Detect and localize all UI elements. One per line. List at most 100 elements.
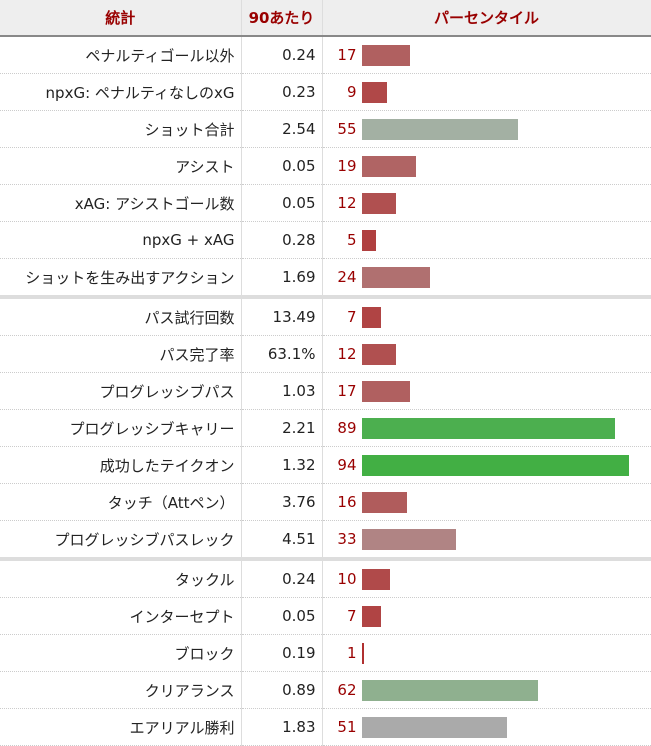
percentile-value: 7 bbox=[346, 607, 357, 625]
percentile-bar bbox=[361, 155, 416, 177]
percentile-value: 17 bbox=[337, 382, 357, 400]
percentile-cell: 62 bbox=[322, 671, 651, 709]
per90-value: 0.05 bbox=[241, 147, 323, 185]
stat-name: ショットを生み出すアクション bbox=[0, 258, 242, 299]
percentile-cell: 16 bbox=[322, 483, 651, 521]
per90-value: 2.21 bbox=[241, 409, 323, 447]
percentile-value: 16 bbox=[337, 493, 357, 511]
percentile-cell: 89 bbox=[322, 409, 651, 447]
percentile-value: 5 bbox=[346, 231, 357, 249]
percentile-value: 19 bbox=[337, 157, 357, 175]
stat-name: npxG: ペナルティなしのxG bbox=[0, 73, 242, 111]
table-row: ショット合計 2.54 55 bbox=[0, 110, 651, 148]
percentile-bar bbox=[361, 229, 376, 251]
stat-name: プログレッシブキャリー bbox=[0, 409, 242, 447]
stat-name: 成功したテイクオン bbox=[0, 446, 242, 484]
percentile-cell: 12 bbox=[322, 184, 651, 222]
header-per90[interactable]: 90あたり bbox=[241, 0, 323, 37]
percentile-bar bbox=[361, 306, 382, 328]
table-row: プログレッシブキャリー 2.21 89 bbox=[0, 409, 651, 447]
percentile-bar bbox=[361, 679, 539, 701]
percentile-cell: 55 bbox=[322, 110, 651, 148]
percentile-bar bbox=[361, 343, 396, 365]
percentile-bar bbox=[361, 716, 507, 738]
stat-name: プログレッシブパス bbox=[0, 372, 242, 410]
stat-name: エアリアル勝利 bbox=[0, 708, 242, 746]
stat-name: ペナルティゴール以外 bbox=[0, 36, 242, 74]
percentile-cell: 7 bbox=[322, 597, 651, 635]
percentile-cell: 17 bbox=[322, 36, 651, 74]
header-percentile[interactable]: パーセンタイル bbox=[322, 0, 651, 37]
per90-value: 3.76 bbox=[241, 483, 323, 521]
percentile-bar bbox=[361, 568, 390, 590]
percentile-bar bbox=[361, 118, 519, 140]
percentile-bar bbox=[361, 380, 410, 402]
percentile-value: 51 bbox=[337, 718, 357, 736]
per90-value: 1.69 bbox=[241, 258, 323, 299]
per90-value: 0.24 bbox=[241, 36, 323, 74]
per90-value: 4.51 bbox=[241, 520, 323, 561]
stat-name: インターセプト bbox=[0, 597, 242, 635]
percentile-value: 12 bbox=[337, 194, 357, 212]
table-row: パス完了率 63.1% 12 bbox=[0, 335, 651, 373]
stat-name: プログレッシブパスレック bbox=[0, 520, 242, 561]
table-row: インターセプト 0.05 7 bbox=[0, 597, 651, 635]
percentile-value: 1 bbox=[346, 644, 357, 662]
percentile-cell: 10 bbox=[322, 559, 651, 598]
table-row: クリアランス 0.89 62 bbox=[0, 671, 651, 709]
table-row: ショットを生み出すアクション 1.69 24 bbox=[0, 258, 651, 299]
percentile-cell: 94 bbox=[322, 446, 651, 484]
stat-name: パス完了率 bbox=[0, 335, 242, 373]
per90-value: 0.05 bbox=[241, 597, 323, 635]
per90-value: 0.89 bbox=[241, 671, 323, 709]
percentile-cell: 17 bbox=[322, 372, 651, 410]
percentile-cell: 7 bbox=[322, 297, 651, 336]
percentile-value: 33 bbox=[337, 530, 357, 548]
percentile-bar bbox=[361, 81, 388, 103]
stat-name: タッチ（Attペン） bbox=[0, 483, 242, 521]
table-row: エアリアル勝利 1.83 51 bbox=[0, 708, 651, 746]
stat-name: タックル bbox=[0, 559, 242, 598]
percentile-value: 12 bbox=[337, 345, 357, 363]
percentile-bar bbox=[361, 417, 616, 439]
per90-value: 0.24 bbox=[241, 559, 323, 598]
percentile-value: 10 bbox=[337, 570, 357, 588]
percentile-bar bbox=[361, 454, 630, 476]
table-row: プログレッシブパスレック 4.51 33 bbox=[0, 520, 651, 561]
per90-value: 1.32 bbox=[241, 446, 323, 484]
percentile-cell: 24 bbox=[322, 258, 651, 299]
percentile-value: 7 bbox=[346, 308, 357, 326]
per90-value: 0.19 bbox=[241, 634, 323, 672]
percentile-cell: 51 bbox=[322, 708, 651, 746]
percentile-value: 62 bbox=[337, 681, 357, 699]
percentile-cell: 33 bbox=[322, 520, 651, 561]
percentile-bar bbox=[361, 266, 430, 288]
percentile-cell: 1 bbox=[322, 634, 651, 672]
table-row: タックル 0.24 10 bbox=[0, 559, 651, 598]
percentile-bar bbox=[361, 528, 456, 550]
per90-value: 0.28 bbox=[241, 221, 323, 259]
percentile-cell: 12 bbox=[322, 335, 651, 373]
header-stat[interactable]: 統計 bbox=[0, 0, 242, 37]
percentile-value: 55 bbox=[337, 120, 357, 138]
percentile-value: 24 bbox=[337, 268, 357, 286]
percentile-value: 9 bbox=[346, 83, 357, 101]
per90-value: 13.49 bbox=[241, 297, 323, 336]
table-row: アシスト 0.05 19 bbox=[0, 147, 651, 185]
per90-value: 0.05 bbox=[241, 184, 323, 222]
per90-value: 2.54 bbox=[241, 110, 323, 148]
per90-value: 0.23 bbox=[241, 73, 323, 111]
percentile-bar bbox=[361, 642, 365, 664]
table-row: プログレッシブパス 1.03 17 bbox=[0, 372, 651, 410]
percentile-bar bbox=[361, 192, 396, 214]
percentile-cell: 9 bbox=[322, 73, 651, 111]
table-row: 成功したテイクオン 1.32 94 bbox=[0, 446, 651, 484]
percentile-bar bbox=[361, 491, 408, 513]
percentile-cell: 19 bbox=[322, 147, 651, 185]
stat-name: アシスト bbox=[0, 147, 242, 185]
table-row: ペナルティゴール以外 0.24 17 bbox=[0, 36, 651, 74]
stat-name: ショット合計 bbox=[0, 110, 242, 148]
header-row: 統計 90あたり パーセンタイル bbox=[0, 0, 651, 37]
stat-name: クリアランス bbox=[0, 671, 242, 709]
